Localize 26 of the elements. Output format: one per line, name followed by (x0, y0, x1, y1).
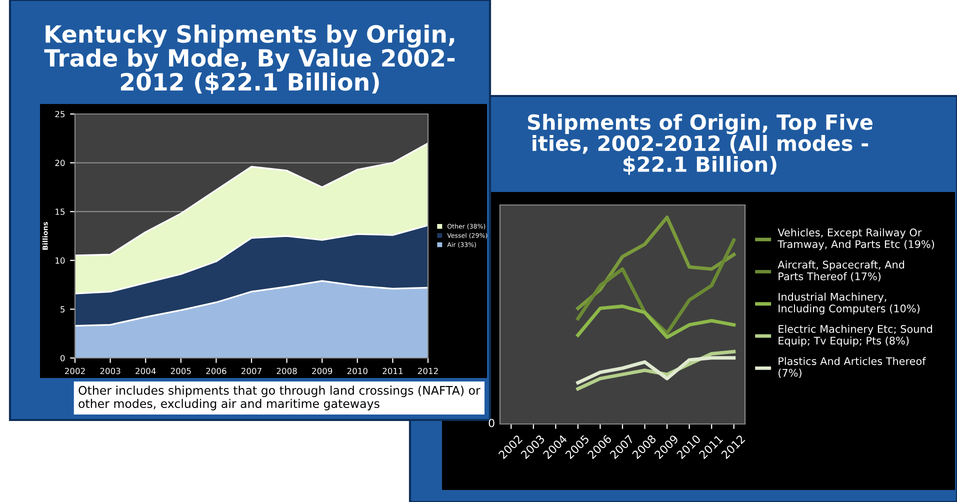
y-tick-label: 15 (56, 208, 65, 215)
x-tick-label: 2007 (242, 368, 262, 374)
x-tick-label: 2012 (418, 368, 438, 374)
legend-label: Aircraft, Spacecraft, And Parts Thereof (17%) (778, 260, 904, 282)
x-tick-label: 2005 (170, 368, 191, 374)
x-tick-label: 2003 (100, 368, 120, 374)
x-tick-label: 2010 (347, 368, 368, 374)
legend-label: Plastics And Articles Thereof (7%) (778, 357, 926, 378)
chart-title: Kentucky Shipments by Origin, Trade by Mode, By Value 2002- 2012 ($22.1 Billion) (44, 24, 455, 94)
text: Other includes shipments that go through land crossings (NAFTA) or other modes, excluding air and maritime gateways (78, 386, 480, 410)
y-tick-label: 0 (60, 354, 65, 362)
x-tick-label: 2009 (312, 368, 332, 374)
x-tick-label: 2008 (276, 368, 297, 374)
x-tick-label: 2006 (206, 368, 226, 374)
y-tick-label: 20 (55, 160, 65, 166)
y-tick-label: 5 (60, 306, 65, 312)
legend-label: Vehicles, Except Railway Or Tramway, And Parts Etc (19%) (778, 228, 934, 250)
y-tick-label: 10 (56, 257, 65, 264)
legend-label: Electric Machinery Etc; Sound Equip; Tv Equip; Pts (8%) (778, 324, 932, 347)
x-tick-label: 2002 (65, 368, 85, 374)
x-tick-label: 2011 (382, 368, 403, 374)
x-tick-label: 2004 (136, 368, 156, 374)
legend-label: Industrial Machinery, Including Computers (10%) (778, 292, 920, 314)
chart-title: Shipments of Origin, Top Five ities, 2002-2012 (All modes - $22.1 Billion) (528, 114, 872, 175)
text: 0 (488, 418, 494, 428)
y-tick-label: 25 (55, 110, 65, 118)
